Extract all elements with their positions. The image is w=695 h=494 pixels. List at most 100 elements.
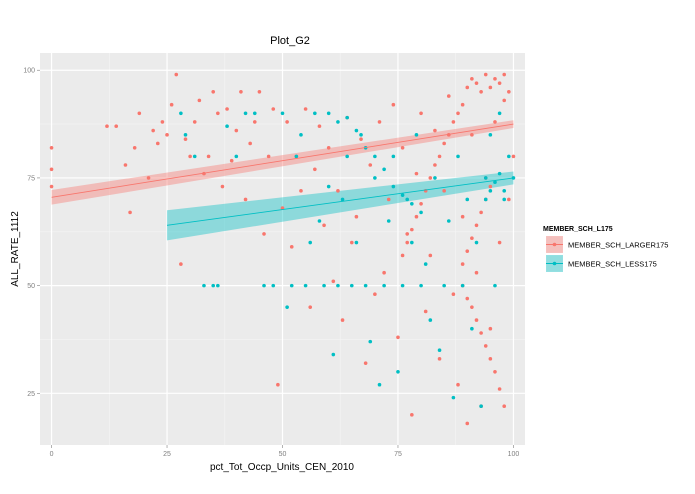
data-point xyxy=(405,240,410,245)
data-point xyxy=(188,154,192,159)
data-point xyxy=(294,154,299,159)
data-point xyxy=(470,77,474,81)
data-point xyxy=(216,111,220,116)
data-point xyxy=(211,283,216,288)
data-point xyxy=(488,326,493,331)
data-point xyxy=(428,318,433,322)
x-axis-ticks: 0 25 50 75 100 xyxy=(50,445,519,458)
data-point xyxy=(502,189,507,193)
data-point xyxy=(474,318,479,322)
data-points xyxy=(49,72,516,426)
data-point xyxy=(262,232,266,236)
data-point xyxy=(234,128,239,133)
data-point xyxy=(322,283,326,288)
data-point xyxy=(497,387,502,391)
data-point xyxy=(132,145,137,150)
data-point xyxy=(437,154,442,159)
data-point xyxy=(354,240,359,245)
data-point xyxy=(488,184,493,189)
data-point xyxy=(419,201,423,206)
data-point xyxy=(479,404,483,409)
data-point xyxy=(502,98,507,103)
confidence-ribbon-2 xyxy=(167,171,514,241)
x-tick-label: 75 xyxy=(394,451,402,458)
data-point xyxy=(252,111,257,116)
data-point xyxy=(419,111,423,116)
data-point xyxy=(419,283,423,288)
data-point xyxy=(326,111,331,116)
data-point xyxy=(243,111,248,116)
data-point xyxy=(391,184,396,189)
data-point xyxy=(192,154,197,159)
data-point xyxy=(507,197,511,202)
data-point xyxy=(49,145,54,150)
data-point xyxy=(289,245,294,249)
data-point xyxy=(197,98,202,103)
data-point xyxy=(146,176,151,180)
data-point xyxy=(446,94,451,98)
data-point xyxy=(511,154,516,159)
data-point xyxy=(326,145,331,150)
data-point xyxy=(470,305,474,309)
data-point xyxy=(423,262,428,266)
data-point xyxy=(340,318,345,322)
data-point xyxy=(497,111,502,116)
data-point xyxy=(414,214,419,219)
data-point xyxy=(211,89,216,94)
data-point xyxy=(400,145,405,150)
data-point xyxy=(474,223,479,228)
data-point xyxy=(391,102,396,107)
data-point xyxy=(331,279,336,284)
data-point xyxy=(192,120,197,124)
data-point xyxy=(405,232,410,236)
data-point xyxy=(363,361,368,365)
data-point xyxy=(299,189,303,193)
data-point xyxy=(322,223,326,228)
data-point xyxy=(386,219,391,223)
data-point xyxy=(225,107,229,111)
legend-items: MEMBER_SCH_LARGER175 MEMBER_SCH_LESS175 xyxy=(545,235,668,273)
data-point xyxy=(257,89,262,94)
legend-key-point xyxy=(552,242,557,247)
data-point xyxy=(308,305,313,309)
data-point xyxy=(437,357,442,361)
data-point xyxy=(437,348,442,353)
data-point xyxy=(206,154,211,159)
legend-key-point xyxy=(552,261,557,266)
data-point xyxy=(331,352,336,357)
data-point xyxy=(243,197,248,202)
data-point xyxy=(460,214,465,219)
legend: MEMBER_SCH_L175 MEMBER_SCH_LARGER175MEMB… xyxy=(543,226,668,273)
fit-lines xyxy=(51,123,514,226)
data-point xyxy=(433,128,437,133)
data-point xyxy=(271,107,276,111)
data-point xyxy=(285,120,289,124)
fit-line-2 xyxy=(166,177,514,226)
data-point xyxy=(483,72,488,77)
data-point xyxy=(262,283,266,288)
data-point xyxy=(349,240,354,245)
data-point xyxy=(442,283,446,288)
data-point xyxy=(493,369,497,374)
y-tick-label: 25 xyxy=(27,391,35,398)
data-point xyxy=(160,120,165,124)
data-point xyxy=(317,219,322,223)
data-point xyxy=(276,382,280,387)
data-point xyxy=(483,344,488,348)
data-point xyxy=(400,283,405,288)
data-point xyxy=(470,133,474,137)
data-point xyxy=(248,141,252,146)
data-point xyxy=(400,193,405,197)
data-point xyxy=(396,335,400,340)
data-point xyxy=(303,107,308,111)
data-point xyxy=(483,197,488,202)
data-point xyxy=(308,240,313,245)
confidence-ribbons xyxy=(51,120,514,241)
data-point xyxy=(313,111,317,116)
data-point xyxy=(488,357,493,361)
data-point xyxy=(303,283,308,288)
data-point xyxy=(137,111,142,116)
data-point xyxy=(451,395,456,400)
data-point xyxy=(336,283,340,288)
